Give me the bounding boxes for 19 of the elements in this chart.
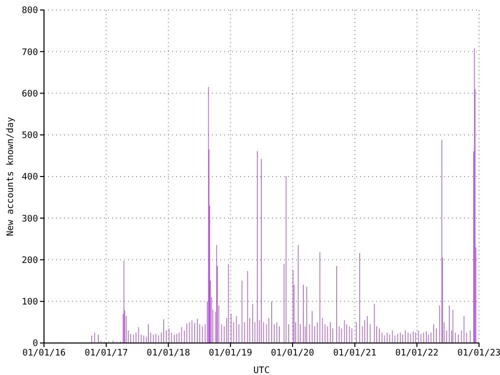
x-tick-label: 01/01/16	[22, 348, 66, 358]
y-tick-label: 200	[22, 256, 38, 266]
y-axis-title: New accounts known/day	[6, 116, 16, 236]
x-tick-label: 01/01/17	[84, 348, 128, 358]
x-tick-label: 01/01/20	[270, 348, 314, 358]
y-tick-label: 500	[22, 131, 38, 142]
y-tick-label: 100	[22, 298, 38, 308]
y-tick-label: 400	[22, 172, 38, 183]
x-tick-label: 01/01/22	[395, 348, 439, 358]
x-tick-label: 01/01/19	[208, 348, 252, 358]
y-tick-label: 700	[22, 48, 38, 58]
x-axis-title: UTC	[253, 366, 270, 375]
x-tick-label: 01/01/23	[457, 348, 500, 358]
x-tick-label: 01/01/18	[146, 348, 190, 358]
y-tick-label: 300	[22, 214, 38, 224]
y-tick-label: 800	[22, 6, 38, 16]
y-tick-label: 0	[32, 339, 38, 350]
y-tick-label: 600	[22, 89, 38, 100]
x-tick-label: 01/01/21	[333, 348, 376, 358]
